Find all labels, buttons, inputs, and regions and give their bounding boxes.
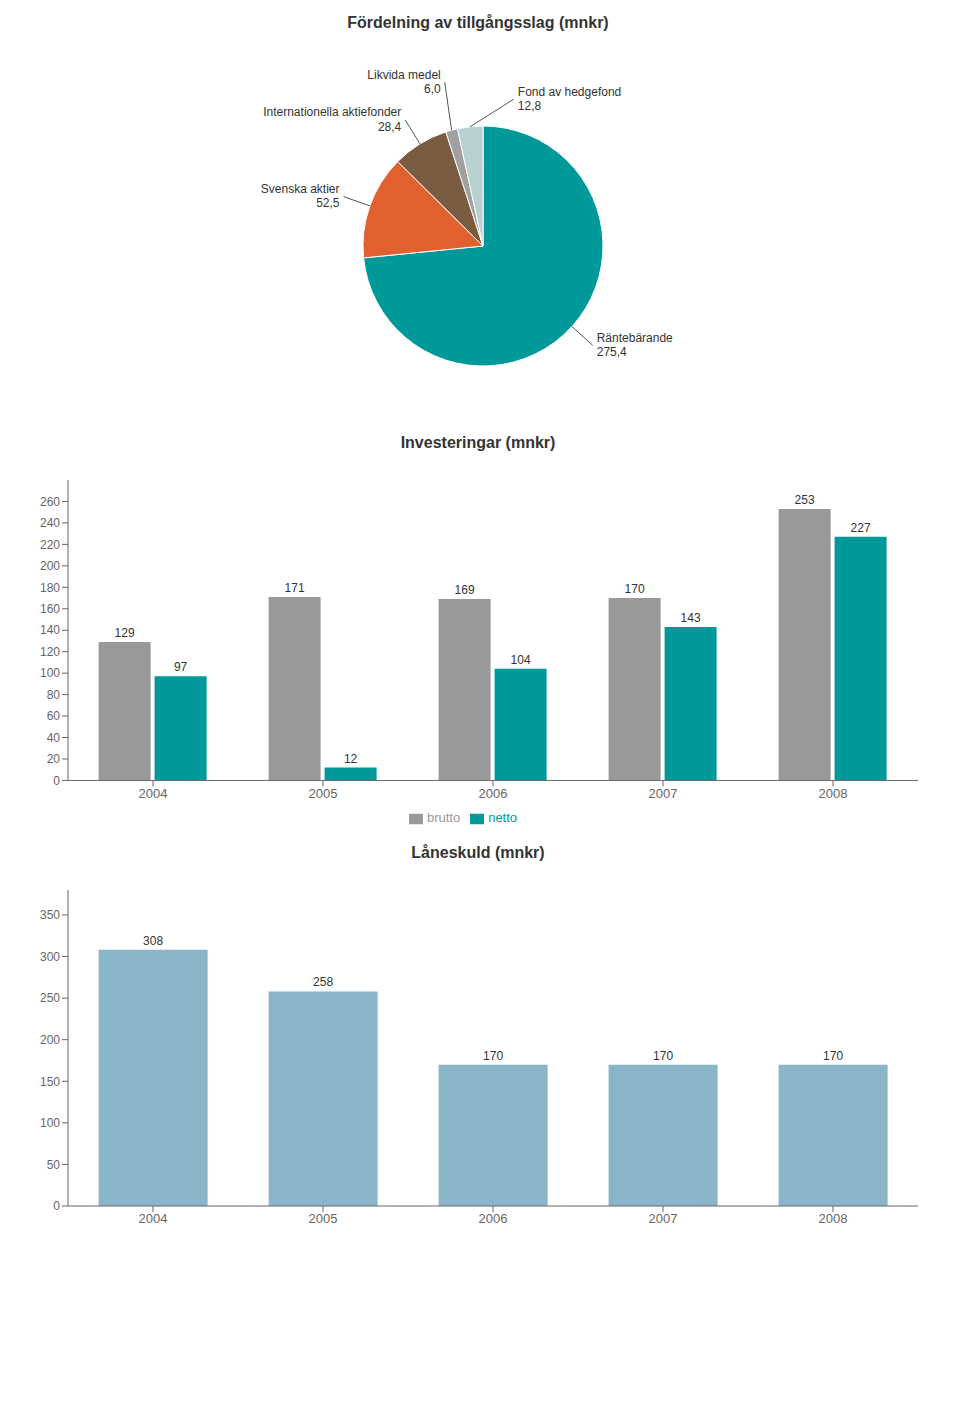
svg-text:250: 250 — [40, 991, 60, 1005]
svg-text:258: 258 — [313, 975, 333, 989]
svg-text:170: 170 — [483, 1049, 503, 1063]
svg-text:2005: 2005 — [309, 1211, 338, 1226]
html-text:Låneskuld (mnkr): Låneskuld (mnkr) — [411, 844, 545, 861]
html-text:netto: netto — [488, 810, 518, 826]
svg-text:20: 20 — [47, 752, 61, 766]
svg-text:97: 97 — [174, 660, 188, 674]
svg-text:Fond av hedgefond12,8: Fond av hedgefond12,8 — [518, 85, 621, 113]
svg-text:170: 170 — [625, 582, 645, 596]
svg-text:240: 240 — [40, 516, 60, 530]
svg-text:60: 60 — [47, 709, 61, 723]
html-text:Fördelning av tillgångsslag (m: Fördelning av tillgångsslag (mnkr) — [347, 14, 609, 31]
svg-text:50: 50 — [47, 1158, 61, 1172]
svg-text:2008: 2008 — [819, 1211, 848, 1226]
svg-text:2004: 2004 — [139, 1211, 168, 1226]
svg-text:100: 100 — [40, 666, 60, 680]
svg-text:0: 0 — [53, 774, 60, 788]
html-text:Investeringar (mnkr): Investeringar (mnkr) — [400, 434, 556, 451]
svg-text:180: 180 — [40, 581, 60, 595]
svg-text:2004: 2004 — [139, 786, 168, 801]
svg-text:150: 150 — [40, 1075, 60, 1089]
svg-text:220: 220 — [40, 538, 60, 552]
svg-text:Likvida medel6,0: Likvida medel6,0 — [367, 68, 441, 96]
svg-text:0: 0 — [53, 1199, 60, 1213]
svg-text:104: 104 — [511, 653, 531, 667]
svg-text:120: 120 — [40, 645, 60, 659]
svg-text:308: 308 — [143, 934, 163, 948]
svg-text:160: 160 — [40, 602, 60, 616]
svg-text:2007: 2007 — [649, 1211, 678, 1226]
svg-text:Internationella aktiefonder28,: Internationella aktiefonder28,4 — [263, 105, 401, 133]
svg-text:253: 253 — [795, 493, 815, 507]
svg-text:300: 300 — [40, 950, 60, 964]
svg-text:170: 170 — [823, 1049, 843, 1063]
html-text:brutto: brutto — [426, 810, 461, 826]
svg-text:171: 171 — [285, 581, 305, 595]
svg-text:2005: 2005 — [309, 786, 338, 801]
svg-text:80: 80 — [47, 688, 61, 702]
svg-text:227: 227 — [851, 521, 871, 535]
svg-text:170: 170 — [653, 1049, 673, 1063]
svg-text:40: 40 — [47, 731, 61, 745]
svg-text:200: 200 — [40, 559, 60, 573]
svg-text:140: 140 — [40, 623, 60, 637]
svg-text:200: 200 — [40, 1033, 60, 1047]
svg-text:Räntebärande275,4: Räntebärande275,4 — [597, 331, 673, 359]
svg-text:2006: 2006 — [479, 786, 508, 801]
svg-text:12: 12 — [344, 752, 358, 766]
svg-text:2007: 2007 — [649, 786, 678, 801]
svg-text:100: 100 — [40, 1116, 60, 1130]
svg-text:260: 260 — [40, 495, 60, 509]
svg-text:Svenska aktier52,5: Svenska aktier52,5 — [261, 182, 340, 210]
svg-text:350: 350 — [40, 908, 60, 922]
svg-text:169: 169 — [455, 583, 475, 597]
svg-text:143: 143 — [681, 611, 701, 625]
svg-text:2008: 2008 — [819, 786, 848, 801]
svg-text:129: 129 — [115, 626, 135, 640]
svg-text:2006: 2006 — [479, 1211, 508, 1226]
